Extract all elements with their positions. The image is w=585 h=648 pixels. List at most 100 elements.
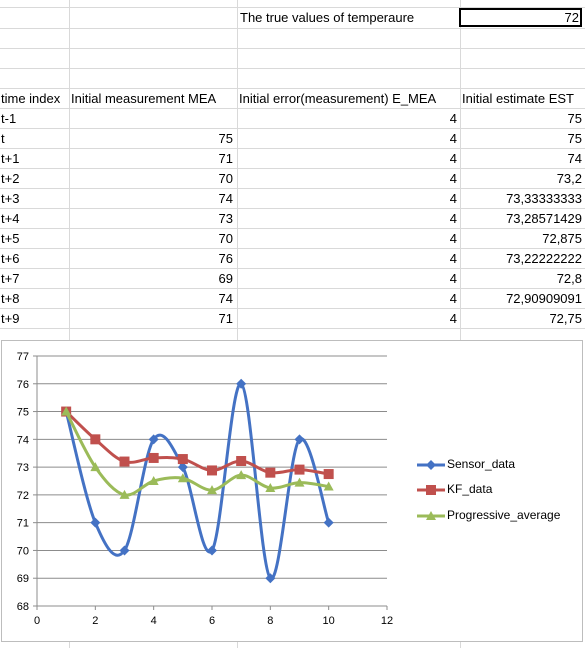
cell-measurement[interactable]: 73 (218, 211, 233, 226)
legend-swatch-marker (426, 510, 436, 520)
cell-measurement[interactable]: 69 (218, 271, 233, 286)
row-divider (0, 248, 585, 249)
cell-estimate[interactable]: 72,90909091 (506, 291, 582, 306)
data-point-sensor-data (207, 545, 217, 556)
cell-time-index[interactable]: t+3 (1, 191, 20, 206)
y-tick-label: 73 (17, 462, 29, 474)
cell-error[interactable]: 4 (449, 231, 457, 246)
data-point-sensor-data (119, 545, 130, 556)
legend-label: KF_data (447, 482, 493, 496)
cell-measurement[interactable]: 75 (218, 131, 233, 146)
x-tick-label: 4 (151, 615, 157, 627)
legend-item[interactable]: Sensor_data (417, 456, 515, 472)
cell-time-index[interactable]: t+4 (1, 211, 20, 226)
cell-error[interactable]: 4 (449, 211, 457, 226)
legend-item[interactable]: Progressive_average (417, 507, 560, 523)
cell-time-index[interactable]: t-1 (1, 111, 17, 126)
cell-time-index[interactable]: t+1 (1, 151, 20, 166)
data-point-progressive-average (90, 462, 101, 472)
chart[interactable]: 68 69 70 71 72 73 74 75 76 77 0 2 4 6 8 10 12 Sensor_dat… (1, 340, 583, 642)
series-line-kf-data (65, 410, 329, 476)
column-header-error[interactable]: Initial error(measurement) E_MEA (239, 91, 437, 106)
x-tick-label: 8 (267, 615, 273, 627)
data-point-kf-data (294, 464, 305, 475)
cell-error[interactable]: 4 (449, 131, 457, 146)
data-point-kf-data (119, 456, 130, 467)
row-divider (0, 208, 585, 209)
cell-estimate[interactable]: 73,22222222 (506, 251, 582, 266)
cell-error[interactable]: 4 (449, 191, 457, 206)
x-tick-label: 0 (34, 615, 40, 627)
cell-estimate[interactable]: 72,75 (549, 311, 582, 326)
cell-time-index[interactable]: t+5 (1, 231, 20, 246)
cell-error[interactable]: 4 (449, 111, 457, 126)
cell-measurement[interactable]: 74 (218, 191, 233, 206)
cell-measurement[interactable]: 71 (218, 151, 233, 166)
cell-measurement[interactable]: 70 (218, 171, 233, 186)
legend-label: Sensor_data (447, 457, 516, 471)
row-divider (0, 188, 585, 189)
cell-time-index[interactable]: t+9 (1, 311, 20, 326)
true-value-cell[interactable]: 72 (564, 10, 579, 25)
data-point-sensor-data (265, 573, 276, 584)
cell-measurement[interactable]: 70 (218, 231, 233, 246)
column-header-measurement[interactable]: Initial measurement MEA (71, 91, 217, 106)
data-point-progressive-average (148, 476, 159, 485)
cell-error[interactable]: 4 (449, 151, 457, 166)
cell-error[interactable]: 4 (449, 291, 457, 306)
cell-estimate[interactable]: 72,875 (542, 231, 582, 246)
column-header-estimate[interactable]: Initial estimate EST (462, 91, 574, 106)
data-point-progressive-average (294, 477, 305, 487)
cell-time-index[interactable]: t+6 (1, 251, 20, 266)
cell-time-index[interactable]: t+7 (1, 271, 20, 286)
data-point-progressive-average (323, 481, 334, 491)
legend-item[interactable]: KF_data (417, 481, 492, 497)
cell-estimate[interactable]: 72,8 (556, 271, 582, 286)
true-value-label[interactable]: The true values of temperaure (240, 10, 415, 25)
column-header-time-index[interactable]: time index (1, 91, 61, 106)
cell-time-index[interactable]: t+8 (1, 291, 20, 306)
y-tick-label: 71 (17, 518, 29, 530)
data-point-kf-data (265, 467, 276, 478)
data-point-progressive-average (207, 485, 217, 495)
cell-estimate[interactable]: 74 (567, 151, 582, 166)
cell-error[interactable]: 4 (449, 251, 457, 266)
legend-swatch (417, 510, 445, 520)
row-divider (0, 288, 585, 289)
y-tick-label: 75 (17, 407, 29, 419)
y-tick-label: 77 (17, 351, 29, 363)
cell-estimate[interactable]: 75 (567, 131, 582, 146)
cell-error[interactable]: 4 (449, 171, 457, 186)
data-point-kf-data (177, 454, 188, 465)
cell-measurement[interactable]: 71 (218, 311, 233, 326)
cell-error[interactable]: 4 (449, 311, 457, 326)
row-divider (0, 168, 585, 169)
cell-time-index[interactable]: t+2 (1, 171, 20, 186)
cell-measurement[interactable] (71, 109, 233, 129)
row-divider (0, 108, 585, 109)
data-point-sensor-data (148, 434, 159, 445)
cell-error[interactable]: 4 (449, 271, 457, 286)
row-divider (0, 328, 585, 329)
row-divider (0, 308, 585, 309)
row-divider (0, 7, 585, 8)
cell-time-index[interactable]: t (1, 131, 5, 146)
x-tick-label: 6 (209, 615, 215, 627)
data-point-kf-data (148, 452, 159, 463)
data-point-sensor-data (90, 517, 101, 528)
column-divider (237, 0, 238, 648)
cell-measurement[interactable]: 76 (218, 251, 233, 266)
row-divider (0, 68, 585, 69)
row-divider (0, 148, 585, 149)
y-tick-label: 72 (17, 490, 29, 502)
cell-estimate[interactable]: 73,33333333 (506, 191, 582, 206)
cell-estimate[interactable]: 73,2 (556, 171, 582, 186)
data-point-sensor-data (177, 462, 188, 473)
y-tick-label: 70 (17, 545, 29, 557)
selected-cell[interactable] (459, 8, 582, 27)
cell-estimate[interactable]: 73,28571429 (506, 211, 582, 226)
cell-estimate[interactable]: 75 (567, 111, 582, 126)
cell-measurement[interactable]: 74 (218, 291, 233, 306)
